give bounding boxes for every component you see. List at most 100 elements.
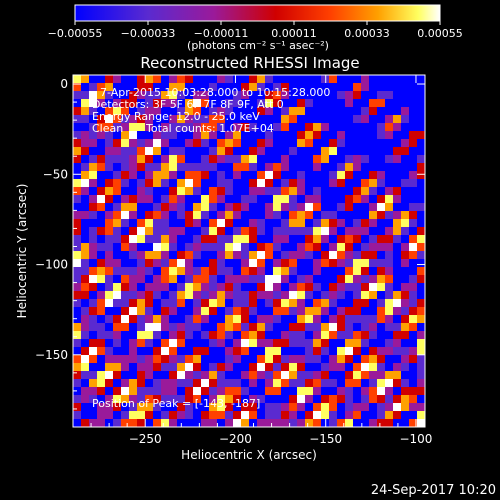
heatmap-cell — [401, 99, 409, 107]
heatmap-cell — [257, 283, 265, 291]
heatmap-cell — [145, 211, 153, 219]
heatmap-cell — [273, 227, 281, 235]
heatmap-cell — [97, 83, 105, 91]
heatmap-cell — [297, 139, 305, 147]
heatmap-cell — [409, 403, 417, 411]
heatmap-cell — [401, 379, 409, 387]
heatmap-cell — [233, 307, 241, 315]
heatmap-cell — [385, 75, 393, 83]
heatmap-cell — [161, 115, 169, 123]
heatmap-cell — [241, 75, 249, 83]
heatmap-cell — [169, 299, 177, 307]
heatmap-cell — [337, 283, 345, 291]
chart-title: Reconstructed RHESSI Image — [140, 54, 359, 72]
heatmap-cell — [345, 227, 353, 235]
heatmap-cell — [105, 315, 113, 323]
heatmap-cell — [233, 275, 241, 283]
heatmap-cell — [345, 299, 353, 307]
heatmap-cell — [369, 291, 377, 299]
heatmap-cell — [209, 219, 217, 227]
heatmap-cell — [289, 163, 297, 171]
heatmap-cell — [209, 155, 217, 163]
heatmap-cell — [177, 331, 185, 339]
heatmap-cell — [177, 115, 185, 123]
heatmap-cell — [337, 123, 345, 131]
heatmap-cell — [193, 75, 201, 83]
heatmap-cell — [337, 187, 345, 195]
heatmap-cell — [121, 259, 129, 267]
heatmap-cell — [337, 227, 345, 235]
heatmap-cell — [417, 355, 425, 363]
heatmap-cell — [161, 99, 169, 107]
heatmap-cell — [417, 91, 425, 99]
heatmap-cell — [105, 283, 113, 291]
heatmap-cell — [81, 363, 89, 371]
heatmap-cell — [409, 315, 417, 323]
heatmap-cell — [313, 363, 321, 371]
heatmap-cell — [321, 131, 329, 139]
heatmap-cell — [257, 179, 265, 187]
heatmap-cell — [73, 107, 81, 115]
heatmap-cell — [129, 267, 137, 275]
heatmap-cell — [233, 315, 241, 323]
heatmap-cell — [169, 131, 177, 139]
heatmap-cell — [393, 355, 401, 363]
heatmap-cell — [369, 355, 377, 363]
heatmap-cell — [97, 355, 105, 363]
heatmap-cell — [137, 347, 145, 355]
heatmap-cell — [225, 203, 233, 211]
heatmap-cell — [97, 267, 105, 275]
heatmap-cell — [289, 187, 297, 195]
heatmap-cell — [329, 347, 337, 355]
heatmap-cell — [385, 171, 393, 179]
heatmap-cell — [353, 379, 361, 387]
heatmap-cell — [273, 235, 281, 243]
image-annotations: 7-Apr-2015 10:03:28.000 to 10:15:28.000 … — [92, 86, 330, 410]
heatmap-cell — [241, 227, 249, 235]
heatmap-cell — [353, 139, 361, 147]
heatmap-cell — [113, 331, 121, 339]
heatmap-cell — [233, 419, 241, 427]
y-axis-label: Heliocentric Y (arcsec) — [15, 184, 29, 319]
heatmap-cell — [169, 331, 177, 339]
heatmap-cell — [385, 291, 393, 299]
heatmap-cell — [225, 179, 233, 187]
heatmap-cell — [113, 339, 121, 347]
heatmap-cell — [401, 219, 409, 227]
heatmap-cell — [289, 315, 297, 323]
heatmap-cell — [353, 371, 361, 379]
heatmap-cell — [353, 299, 361, 307]
heatmap-cell — [137, 411, 145, 419]
heatmap-cell — [401, 251, 409, 259]
heatmap-cell — [353, 315, 361, 323]
heatmap-cell — [297, 323, 305, 331]
heatmap-cell — [409, 195, 417, 203]
heatmap-cell — [153, 259, 161, 267]
heatmap-cell — [105, 379, 113, 387]
heatmap-cell — [233, 347, 241, 355]
heatmap-cell — [201, 203, 209, 211]
heatmap-cell — [337, 339, 345, 347]
heatmap-cell — [121, 331, 129, 339]
heatmap-cell — [249, 339, 257, 347]
heatmap-cell — [137, 251, 145, 259]
heatmap-cell — [137, 211, 145, 219]
heatmap-cell — [129, 291, 137, 299]
heatmap-cell — [257, 107, 265, 115]
heatmap-cell — [377, 259, 385, 267]
heatmap-cell — [257, 395, 265, 403]
heatmap-cell — [81, 99, 89, 107]
heatmap-cell — [201, 363, 209, 371]
heatmap-cell — [281, 123, 289, 131]
heatmap-cell — [145, 155, 153, 163]
heatmap-cell — [225, 171, 233, 179]
heatmap-cell — [281, 275, 289, 283]
heatmap-cell — [201, 411, 209, 419]
heatmap-cell — [329, 131, 337, 139]
heatmap-cell — [417, 75, 425, 83]
heatmap-cell — [129, 235, 137, 243]
heatmap-cell — [97, 363, 105, 371]
heatmap-cell — [289, 115, 297, 123]
heatmap-cell — [313, 115, 321, 123]
heatmap-cell — [217, 179, 225, 187]
